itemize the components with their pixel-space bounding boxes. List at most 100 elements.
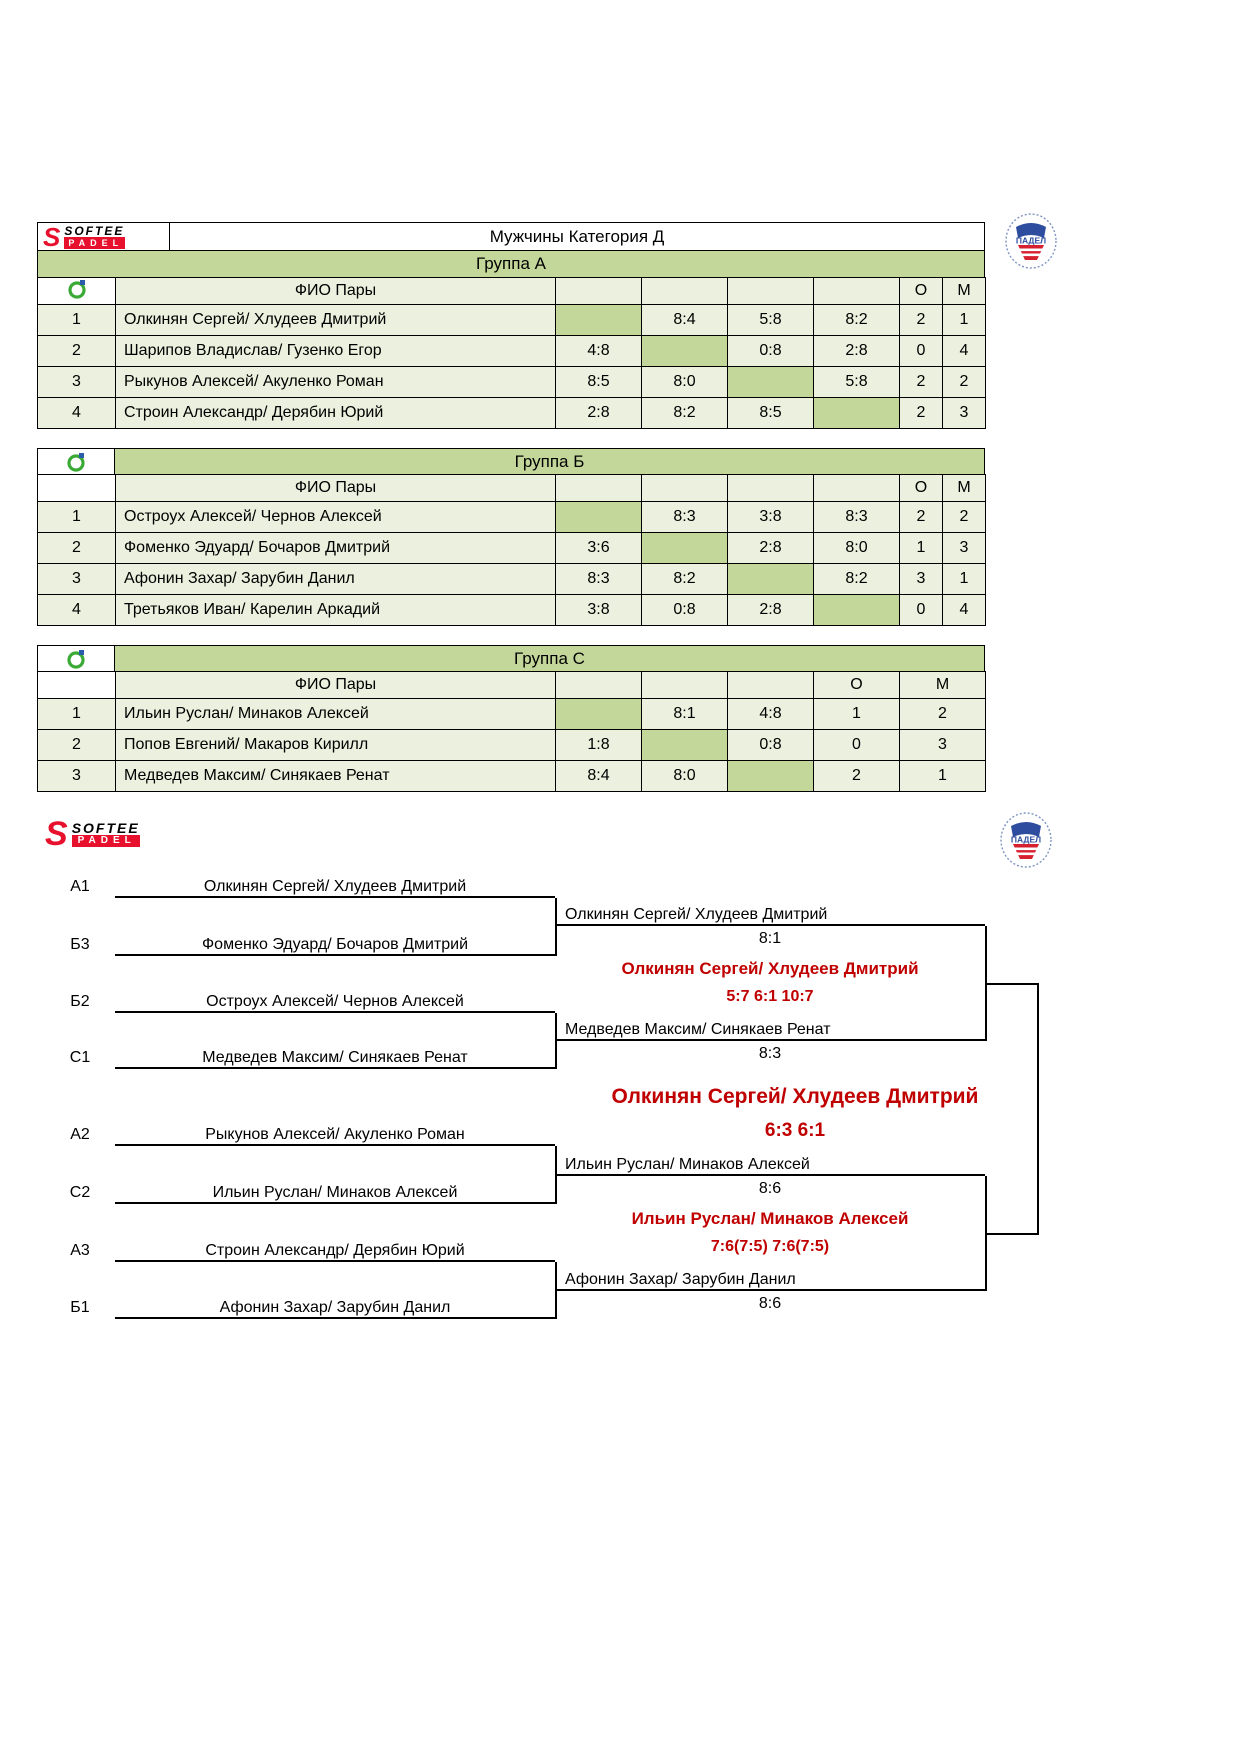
place-cell: 3: [942, 397, 986, 429]
seed-name: Афонин Захар/ Зарубин Данил: [115, 1297, 555, 1319]
table-header-row: ФИО Пары О М: [37, 671, 986, 699]
place-cell: 4: [942, 594, 986, 626]
score-cell: 8:3: [813, 501, 900, 533]
score-cell: 3:6: [555, 532, 642, 564]
name-cell: Фоменко Эдуард/ Бочаров Дмитрий: [115, 532, 556, 564]
points-cell: 2: [813, 760, 900, 792]
softee-padel-bar: PADEL: [71, 835, 140, 847]
points-cell: 2: [899, 501, 943, 533]
place-cell: 1: [942, 563, 986, 595]
name-cell: Остроух Алексей/ Чернов Алексей: [115, 501, 556, 533]
group-c-section: Группа С ФИО Пары О М 1 Ильин Руслан/ Ми…: [37, 645, 986, 792]
place-header-cell: М: [899, 671, 986, 699]
score-cell: 2:8: [727, 594, 814, 626]
seed-name: Олкинян Сергей/ Хлудеев Дмитрий: [115, 876, 555, 898]
place-cell: 2: [899, 698, 986, 730]
table-row: 1 Ильин Руслан/ Минаков Алексей 8:1 4:8 …: [37, 698, 986, 730]
header-row: S SOFTEE PADEL Мужчины Категория Д: [37, 222, 986, 251]
name-cell: Афонин Захар/ Зарубин Данил: [115, 563, 556, 595]
softee-s-icon: S: [45, 815, 68, 853]
score-cell: 4:8: [555, 335, 642, 367]
score-cell: 4:8: [727, 698, 814, 730]
score-cell: 0:8: [727, 729, 814, 761]
name-cell: Попов Евгений/ Макаров Кирилл: [115, 729, 556, 761]
score-cell: 8:3: [641, 501, 728, 533]
num-cell: 2: [37, 729, 116, 761]
seed-name: Ильин Руслан/ Минаков Алексей: [115, 1182, 555, 1204]
seed-label: Б2: [70, 993, 90, 1010]
score-cell: [727, 366, 814, 398]
score-header-cell: [641, 474, 728, 502]
num-cell: 1: [37, 501, 116, 533]
seed-label: А1: [70, 878, 90, 895]
seed-label: Б3: [70, 936, 90, 953]
table-header-row: ФИО Пары О М: [37, 474, 986, 502]
points-header-cell: О: [899, 277, 943, 305]
num-cell: 1: [37, 698, 116, 730]
federation-emblem-icon: ПАДЕЛ: [1000, 812, 1052, 868]
seed-label: С2: [69, 1184, 91, 1201]
score-cell: 8:3: [555, 563, 642, 595]
seed-label: Б1: [70, 1299, 90, 1316]
place-cell: 1: [899, 760, 986, 792]
softee-padel-bar: PADEL: [64, 236, 126, 249]
table-row: 2 Фоменко Эдуард/ Бочаров Дмитрий 3:6 2:…: [37, 532, 986, 564]
points-header-cell: О: [813, 671, 900, 699]
name-cell: Строин Александр/ Дерябин Юрий: [115, 397, 556, 429]
num-cell: 3: [37, 760, 116, 792]
score-cell: 8:2: [813, 304, 900, 336]
points-header-cell: О: [899, 474, 943, 502]
score-cell: 8:2: [813, 563, 900, 595]
final-winner-name: Олкинян Сергей/ Хлудеев Дмитрий: [611, 1085, 979, 1108]
seed-label: А2: [70, 1126, 90, 1143]
table-row: 2 Шарипов Владислав/ Гузенко Егор 4:8 0:…: [37, 335, 986, 367]
group-icon: [67, 649, 85, 669]
score-cell: 8:4: [555, 760, 642, 792]
score-cell: [813, 397, 900, 429]
score-cell: [727, 563, 814, 595]
table-row: 3 Медведев Максим/ Синякаев Ренат 8:4 8:…: [37, 760, 986, 792]
group-icon-cell: [37, 645, 115, 672]
score-cell: [813, 594, 900, 626]
score-header-cell: [727, 671, 814, 699]
qf-winner-name: Афонин Захар/ Зарубин Данил: [555, 1269, 985, 1291]
place-header-cell: М: [942, 277, 986, 305]
points-cell: 2: [899, 304, 943, 336]
score-cell: 8:0: [641, 760, 728, 792]
bracket-connector: [555, 1013, 557, 1069]
points-cell: 2: [899, 397, 943, 429]
qf-match-score: 8:1: [758, 930, 782, 947]
qf-winner-name: Олкинян Сергей/ Хлудеев Дмитрий: [555, 904, 985, 926]
page-title: Мужчины Категория Д: [170, 222, 985, 251]
points-cell: 1: [899, 532, 943, 564]
score-cell: [641, 532, 728, 564]
points-cell: 0: [813, 729, 900, 761]
score-cell: 2:8: [727, 532, 814, 564]
place-cell: 1: [942, 304, 986, 336]
score-cell: [555, 304, 642, 336]
sf-winner-name: Олкинян Сергей/ Хлудеев Дмитрий: [621, 959, 919, 978]
score-header-cell: [813, 474, 900, 502]
place-header-cell: М: [942, 474, 986, 502]
score-cell: 8:4: [641, 304, 728, 336]
score-cell: 5:8: [813, 366, 900, 398]
group-c-band: Группа С: [115, 645, 985, 672]
name-cell: Шарипов Владислав/ Гузенко Егор: [115, 335, 556, 367]
bracket-connector: [985, 983, 1037, 985]
points-cell: 0: [899, 335, 943, 367]
score-cell: 3:8: [555, 594, 642, 626]
group-icon-cell: [37, 277, 116, 305]
fio-header-cell: ФИО Пары: [115, 474, 556, 502]
place-cell: 3: [899, 729, 986, 761]
qf-winner-name: Медведев Максим/ Синякаев Ренат: [555, 1019, 985, 1041]
score-cell: [555, 698, 642, 730]
group-b-band: Группа Б: [115, 448, 985, 475]
sf-match-score: 5:7 6:1 10:7: [726, 988, 814, 1005]
num-cell: 4: [37, 594, 116, 626]
score-header-cell: [555, 671, 642, 699]
score-cell: 1:8: [555, 729, 642, 761]
softee-logo: S SOFTEE PADEL: [37, 222, 170, 251]
federation-logo: ПАДЕЛ: [1005, 213, 1057, 269]
score-header-cell: [641, 277, 728, 305]
score-cell: 8:0: [813, 532, 900, 564]
